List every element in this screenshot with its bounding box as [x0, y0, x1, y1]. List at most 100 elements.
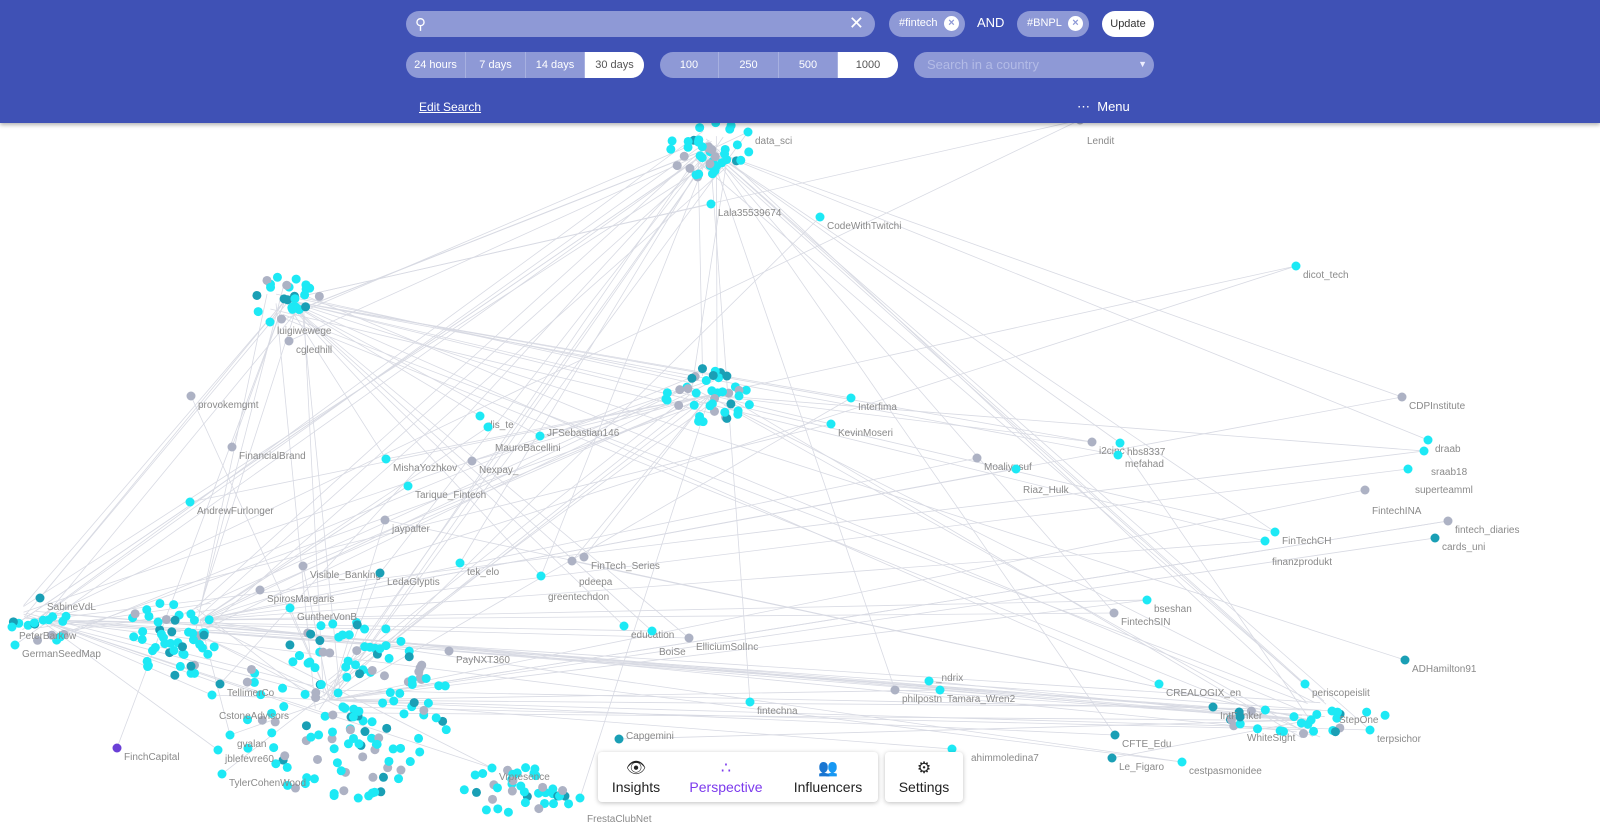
graph-node[interactable] — [247, 664, 257, 674]
graph-node[interactable] — [503, 807, 513, 817]
graph-node[interactable] — [1362, 707, 1372, 717]
graph-node[interactable] — [431, 713, 441, 723]
graph-node[interactable] — [1177, 757, 1187, 767]
graph-node[interactable] — [325, 648, 335, 658]
graph-node[interactable] — [129, 632, 139, 642]
graph-node[interactable] — [947, 744, 957, 754]
graph-node[interactable] — [726, 399, 736, 409]
graph-node[interactable] — [394, 774, 404, 784]
graph-node[interactable] — [309, 774, 319, 784]
menu-button[interactable]: ⋯ Menu — [1077, 99, 1130, 115]
graph-node[interactable] — [288, 657, 298, 667]
limit-option[interactable]: 1000 — [838, 52, 898, 78]
graph-node[interactable] — [301, 302, 311, 312]
graph-node[interactable] — [471, 787, 481, 797]
graph-node[interactable] — [367, 733, 377, 743]
graph-node[interactable] — [279, 294, 289, 304]
graph-node[interactable] — [298, 561, 308, 571]
graph-node[interactable] — [270, 717, 280, 727]
graph-node[interactable] — [666, 144, 676, 154]
remove-chip-icon[interactable]: × — [944, 16, 959, 31]
graph-node[interactable] — [150, 642, 160, 652]
graph-node[interactable] — [48, 612, 58, 622]
graph-node[interactable] — [701, 376, 711, 386]
graph-node[interactable] — [725, 124, 735, 134]
graph-node[interactable] — [512, 768, 522, 778]
graph-node[interactable] — [280, 751, 290, 761]
time-option[interactable]: 30 days — [585, 52, 644, 78]
graph-node[interactable] — [137, 634, 147, 644]
graph-node[interactable] — [694, 416, 704, 426]
graph-node[interactable] — [348, 712, 358, 722]
graph-node[interactable] — [329, 744, 339, 754]
graph-node[interactable] — [378, 698, 388, 708]
graph-node[interactable] — [538, 782, 548, 792]
time-option[interactable]: 24 hours — [406, 52, 466, 78]
graph-node[interactable] — [1226, 715, 1236, 725]
graph-node[interactable] — [166, 638, 176, 648]
graph-node[interactable] — [318, 647, 328, 657]
graph-node[interactable] — [384, 653, 394, 663]
graph-node[interactable] — [354, 706, 364, 716]
graph-node[interactable] — [7, 622, 17, 632]
graph-node[interactable] — [290, 294, 300, 304]
graph-node[interactable] — [255, 585, 265, 595]
graph-node[interactable] — [414, 733, 424, 743]
country-select[interactable]: Search in a country ▼ — [914, 52, 1154, 78]
graph-node[interactable] — [395, 688, 405, 698]
graph-node[interactable] — [372, 739, 382, 749]
graph-node[interactable] — [708, 370, 718, 380]
graph-node[interactable] — [674, 400, 684, 410]
graph-node[interactable] — [209, 642, 219, 652]
graph-node[interactable] — [564, 799, 574, 809]
graph-node[interactable] — [467, 456, 477, 466]
graph-node[interactable] — [167, 627, 177, 637]
graph-node[interactable] — [1312, 709, 1322, 719]
nav-influencers[interactable]: 👥 Influencers — [778, 752, 878, 802]
graph-node[interactable] — [705, 159, 715, 169]
graph-node[interactable] — [38, 615, 48, 625]
graph-node[interactable] — [683, 384, 693, 394]
graph-node[interactable] — [195, 639, 205, 649]
graph-node[interactable] — [1113, 450, 1123, 460]
graph-node[interactable] — [227, 442, 237, 452]
graph-node[interactable] — [188, 635, 198, 645]
graph-node[interactable] — [161, 614, 171, 624]
graph-node[interactable] — [243, 715, 253, 725]
graph-node[interactable] — [1330, 727, 1340, 737]
graph-node[interactable] — [1110, 730, 1120, 740]
graph-node[interactable] — [353, 793, 363, 803]
update-button[interactable]: Update — [1102, 11, 1154, 37]
graph-node[interactable] — [743, 127, 753, 137]
graph-node[interactable] — [826, 419, 836, 429]
graph-node[interactable] — [1365, 725, 1375, 735]
graph-node[interactable] — [647, 626, 657, 636]
graph-node[interactable] — [706, 199, 716, 209]
graph-node[interactable] — [744, 400, 754, 410]
graph-node[interactable] — [414, 667, 424, 677]
graph-node[interactable] — [508, 776, 518, 786]
graph-node[interactable] — [285, 640, 295, 650]
graph-node[interactable] — [444, 646, 454, 656]
graph-node[interactable] — [689, 400, 699, 410]
graph-node[interactable] — [302, 773, 312, 783]
graph-node[interactable] — [1306, 715, 1316, 725]
graph-node[interactable] — [345, 725, 355, 735]
graph-node[interactable] — [736, 155, 746, 165]
graph-node[interactable] — [312, 754, 322, 764]
graph-node[interactable] — [175, 661, 185, 671]
nav-insights[interactable]: 👁 Insights — [598, 752, 674, 802]
graph-node[interactable] — [441, 725, 451, 735]
graph-node[interactable] — [33, 635, 43, 645]
graph-node[interactable] — [404, 652, 414, 662]
graph-node[interactable] — [423, 698, 433, 708]
graph-node[interactable] — [267, 708, 277, 718]
graph-node[interactable] — [815, 212, 825, 222]
graph-node[interactable] — [732, 140, 742, 150]
clear-icon[interactable]: ✕ — [848, 13, 864, 33]
graph-node[interactable] — [1423, 435, 1433, 445]
graph-node[interactable] — [360, 642, 370, 652]
graph-node[interactable] — [169, 645, 179, 655]
graph-node[interactable] — [186, 661, 196, 671]
